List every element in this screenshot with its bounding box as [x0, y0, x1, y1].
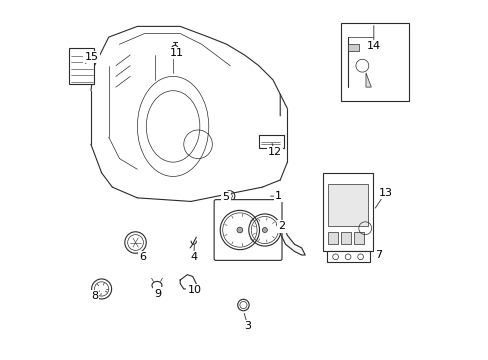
Polygon shape: [276, 221, 305, 255]
Text: 12: 12: [267, 148, 282, 157]
Circle shape: [262, 228, 267, 233]
Bar: [258, 135, 283, 148]
Bar: [328, 232, 338, 244]
Text: 10: 10: [187, 285, 201, 295]
Text: 9: 9: [154, 289, 162, 298]
Circle shape: [237, 227, 242, 233]
Text: 13: 13: [378, 188, 392, 198]
Text: 15: 15: [84, 52, 99, 62]
Text: 2: 2: [278, 221, 285, 231]
Text: 14: 14: [366, 41, 380, 51]
Text: 8: 8: [91, 291, 98, 301]
Text: 6: 6: [139, 252, 146, 262]
Bar: [341, 232, 350, 244]
FancyBboxPatch shape: [214, 200, 282, 260]
Bar: [353, 232, 364, 244]
Bar: [326, 251, 369, 262]
Bar: [340, 23, 408, 102]
Bar: [328, 184, 367, 226]
Text: 4: 4: [190, 252, 197, 262]
Text: 1: 1: [274, 191, 282, 201]
Bar: [323, 173, 372, 251]
Text: 3: 3: [244, 321, 251, 332]
Polygon shape: [365, 73, 370, 87]
Bar: [347, 44, 358, 51]
Text: 5: 5: [222, 192, 229, 202]
Text: 7: 7: [374, 250, 381, 260]
Text: 11: 11: [169, 48, 183, 58]
Bar: [69, 48, 94, 84]
